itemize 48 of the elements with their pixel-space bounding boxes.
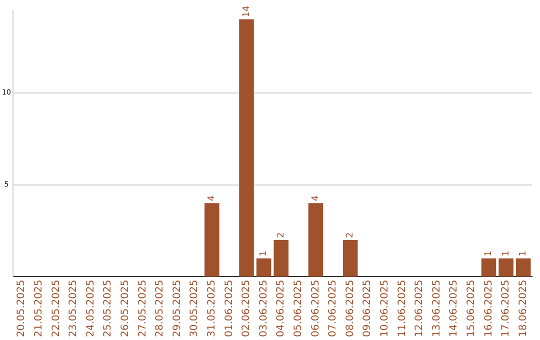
data-label: 2 xyxy=(346,232,356,238)
x-tick-label: 18.06.2025 xyxy=(518,280,529,338)
bar xyxy=(516,258,531,277)
x-tick-label: 15.06.2025 xyxy=(466,280,478,338)
x-tick-label: 05.06.2025 xyxy=(293,280,304,338)
x-tick-label: 08.06.2025 xyxy=(344,280,356,338)
x-tick-label: 13.06.2025 xyxy=(431,280,442,338)
x-tick-label: 30.05.2025 xyxy=(189,280,200,338)
x-tick-label: 23.05.2025 xyxy=(68,280,80,338)
data-label: 4 xyxy=(311,195,322,202)
x-tick-label: 10.06.2025 xyxy=(380,280,391,338)
data-label: 1 xyxy=(484,250,494,256)
x-tick-label: 21.05.2025 xyxy=(33,280,44,338)
x-tick-label: 04.06.2025 xyxy=(276,280,287,338)
data-label: 14 xyxy=(242,5,252,18)
x-tick-label: 11.06.2025 xyxy=(396,280,408,338)
x-tick-label: 14.06.2025 xyxy=(448,280,460,338)
data-label: 1 xyxy=(518,250,529,256)
x-tick-label: 24.05.2025 xyxy=(85,280,96,338)
x-tick-label: 20.05.2025 xyxy=(16,280,28,338)
x-tick-label: 31.05.2025 xyxy=(206,280,218,338)
x-tick-label: 17.06.2025 xyxy=(500,280,512,338)
x-tick-label: 09.06.2025 xyxy=(362,280,374,338)
bar xyxy=(342,240,358,277)
x-tick-label: 26.05.2025 xyxy=(120,280,131,338)
x-tick-label: 29.05.2025 xyxy=(172,280,183,338)
bar xyxy=(204,203,220,277)
bar xyxy=(481,258,496,277)
bar xyxy=(498,258,514,277)
x-tick-label: 28.05.2025 xyxy=(154,280,166,338)
data-label: 1 xyxy=(501,250,512,256)
bar xyxy=(239,19,254,277)
data-label: 1 xyxy=(259,250,270,256)
bar xyxy=(274,240,288,277)
x-tick-label: 02.06.2025 xyxy=(241,280,252,338)
x-tick-label: 12.06.2025 xyxy=(414,280,426,338)
x-tick-label: 07.06.2025 xyxy=(328,280,339,338)
bar xyxy=(256,258,272,277)
x-tick-label: 27.05.2025 xyxy=(137,280,148,338)
x-tick-label: 25.05.2025 xyxy=(102,280,114,338)
data-label: 2 xyxy=(276,232,286,238)
x-tick-label: 22.05.2025 xyxy=(50,280,62,338)
x-tick-label: 03.06.2025 xyxy=(258,280,270,338)
x-tick-label: 01.06.2025 xyxy=(224,280,235,338)
bar xyxy=(308,203,324,277)
x-tick-label: 16.06.2025 xyxy=(483,280,494,338)
data-label: 4 xyxy=(207,195,218,202)
x-tick-label: 06.06.2025 xyxy=(310,280,322,338)
